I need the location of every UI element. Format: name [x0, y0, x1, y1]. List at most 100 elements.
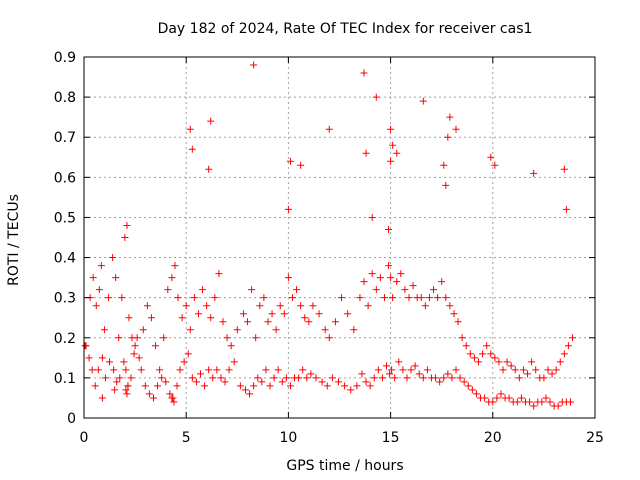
x-tick-label: 0	[80, 430, 89, 446]
y-tick-label: 0.4	[54, 251, 76, 267]
data-point	[358, 370, 366, 378]
data-point	[219, 318, 227, 326]
data-point	[205, 165, 213, 173]
data-point	[147, 314, 155, 322]
data-point	[85, 354, 93, 362]
data-point	[362, 149, 370, 157]
data-point	[548, 370, 556, 378]
data-point	[121, 234, 129, 241]
data-point	[489, 398, 497, 406]
data-point	[91, 382, 99, 390]
data-point	[215, 270, 223, 278]
data-point	[122, 386, 130, 394]
data-point	[160, 334, 168, 342]
data-point	[407, 366, 415, 374]
data-point	[203, 302, 211, 310]
data-point	[241, 386, 249, 394]
data-point	[334, 378, 342, 386]
data-point	[542, 394, 550, 402]
data-point	[113, 378, 121, 386]
data-point	[194, 310, 202, 318]
data-point	[152, 342, 160, 350]
data-point	[403, 374, 411, 382]
data-point	[399, 366, 407, 374]
data-point	[419, 97, 427, 105]
data-point	[495, 358, 503, 366]
data-point	[474, 358, 482, 366]
data-point	[423, 366, 431, 374]
data-point	[530, 402, 538, 410]
x-tick-label: 20	[484, 430, 502, 446]
plot-frame	[83, 56, 596, 419]
data-point	[168, 394, 176, 402]
data-point	[436, 378, 444, 386]
data-point	[401, 286, 409, 294]
data-point	[207, 314, 215, 322]
data-point	[270, 374, 278, 382]
data-point	[419, 374, 427, 382]
data-point	[487, 153, 495, 161]
data-point	[318, 378, 326, 386]
x-tick-label: 10	[279, 430, 297, 446]
data-point	[186, 326, 194, 334]
data-point	[530, 169, 538, 177]
axis-ticks: 0 0.1 0.2 0.3 0.4 0.5 0.6 0.7 0.8 0.9 0 5 10 15 20 25	[54, 50, 604, 446]
data-point	[299, 366, 307, 374]
data-point	[479, 350, 487, 358]
data-point	[519, 366, 527, 374]
data-point	[434, 294, 442, 302]
data-point	[188, 145, 196, 153]
data-point	[293, 286, 301, 294]
data-point	[268, 310, 276, 318]
data-point	[491, 354, 499, 362]
data-point	[360, 69, 368, 77]
data-point	[452, 125, 460, 133]
data-point	[297, 161, 305, 169]
data-point	[366, 382, 374, 390]
data-point	[186, 125, 194, 133]
data-point	[131, 342, 139, 350]
data-point	[158, 374, 166, 382]
data-point	[347, 386, 355, 394]
data-point	[383, 362, 391, 370]
data-point	[405, 294, 413, 302]
data-point	[440, 374, 448, 382]
data-point	[517, 394, 525, 402]
data-point	[120, 358, 128, 366]
data-point	[380, 294, 388, 302]
data-point	[385, 262, 393, 270]
data-point	[256, 302, 264, 310]
data-point	[250, 382, 258, 390]
data-point	[458, 334, 466, 342]
data-point	[94, 366, 102, 374]
y-tick-label: 0	[67, 411, 76, 427]
data-point	[272, 326, 280, 334]
data-point	[374, 366, 382, 374]
data-point	[92, 302, 100, 310]
data-point	[341, 382, 349, 390]
data-point	[350, 326, 358, 334]
data-point	[353, 382, 361, 390]
data-point	[321, 326, 329, 334]
data-point	[460, 378, 468, 386]
data-point	[452, 366, 460, 374]
data-point	[258, 378, 266, 386]
data-point	[421, 302, 429, 310]
data-point	[139, 326, 147, 334]
data-point	[515, 374, 523, 382]
data-point	[106, 358, 114, 366]
data-point	[89, 274, 97, 282]
data-point	[288, 294, 296, 302]
data-point	[444, 133, 452, 141]
data-point	[201, 382, 209, 390]
data-point	[307, 370, 315, 378]
data-point	[98, 354, 106, 362]
data-point	[532, 366, 540, 374]
data-point	[446, 302, 454, 310]
data-point	[303, 374, 311, 382]
data-point	[207, 117, 215, 125]
data-point	[411, 362, 419, 370]
data-point	[109, 254, 117, 262]
data-point	[110, 366, 118, 374]
